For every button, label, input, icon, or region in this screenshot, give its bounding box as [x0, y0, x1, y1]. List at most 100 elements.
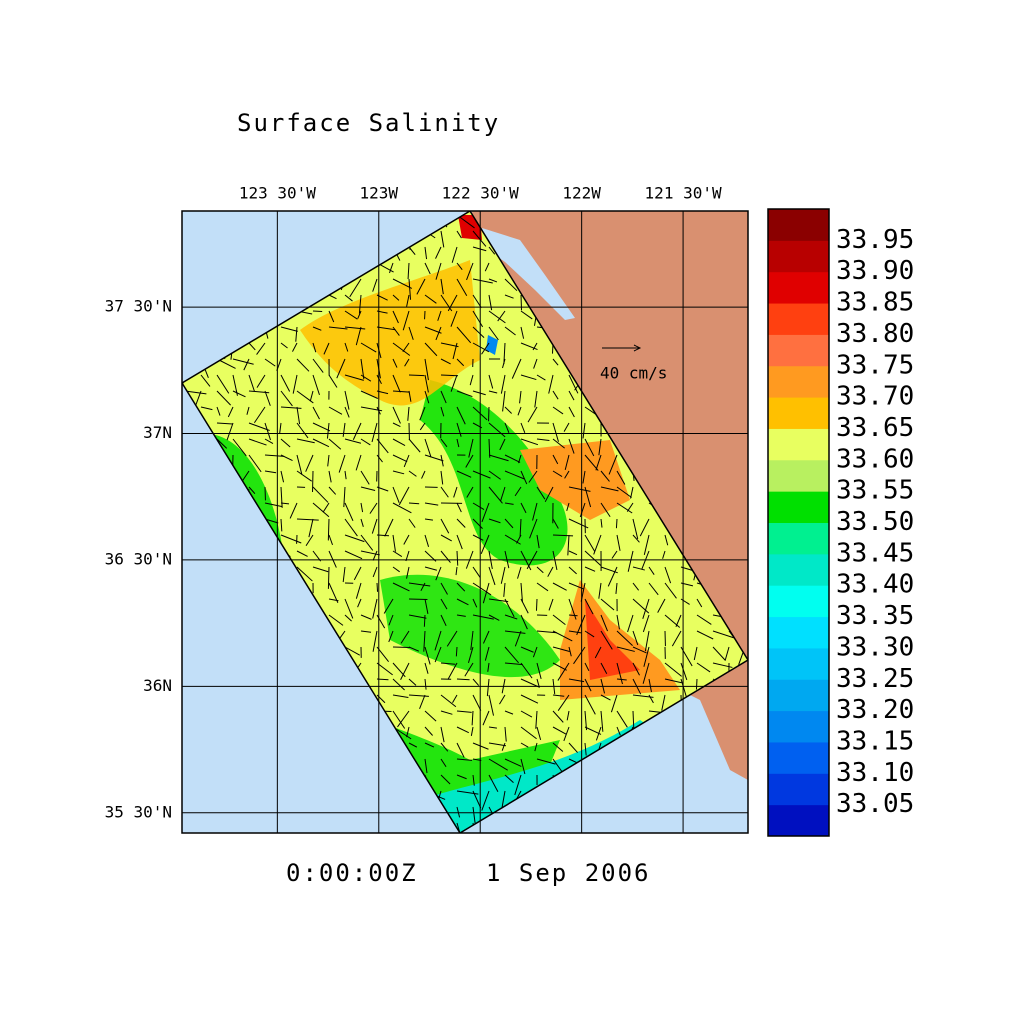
- vector: [447, 294, 458, 312]
- y-tick-label: 36 30'N: [105, 549, 172, 568]
- vector: [344, 406, 350, 418]
- vector: [372, 550, 378, 561]
- vector: [502, 358, 506, 369]
- vector: [392, 294, 400, 301]
- vector: [584, 454, 599, 471]
- vector: [472, 230, 487, 247]
- vector: [566, 502, 570, 512]
- vector: [600, 486, 619, 492]
- vector: [467, 646, 474, 663]
- vector: [595, 726, 602, 741]
- vector: [517, 406, 522, 416]
- vector: [312, 406, 320, 420]
- vector: [534, 390, 538, 408]
- vector: [424, 246, 428, 260]
- colorbar-label: 33.85: [836, 288, 914, 318]
- vector: [344, 390, 350, 410]
- vector: [408, 278, 412, 300]
- vector: [488, 566, 496, 586]
- vector: [226, 422, 234, 441]
- vector: [455, 566, 458, 576]
- vector: [349, 278, 362, 298]
- vector: [487, 662, 490, 672]
- vector: [664, 614, 681, 628]
- y-tick-label: 37 30'N: [105, 297, 172, 316]
- vector: [440, 406, 445, 417]
- vector: [296, 406, 301, 425]
- vector: [657, 598, 666, 613]
- vector: [376, 454, 383, 463]
- vector: [456, 358, 465, 367]
- vector: [536, 630, 557, 634]
- vector: [607, 566, 618, 587]
- vector: [514, 774, 522, 796]
- vector: [289, 502, 298, 519]
- vector: [456, 470, 472, 478]
- vector: [520, 294, 523, 311]
- vector: [408, 502, 420, 505]
- vector: [440, 550, 451, 563]
- vector: [328, 294, 337, 300]
- vector: [360, 374, 372, 382]
- vector: [372, 598, 378, 619]
- vector: [446, 630, 458, 647]
- vector: [563, 422, 570, 432]
- vector: [501, 790, 506, 809]
- vector: [296, 422, 309, 439]
- vector: [440, 710, 453, 715]
- vector: [246, 406, 250, 415]
- vector: [504, 518, 514, 529]
- vector: [456, 326, 472, 344]
- vector: [584, 710, 588, 731]
- vector: [482, 710, 490, 726]
- colorbar-swatch: [768, 710, 829, 743]
- colorbar-swatch: [768, 303, 829, 335]
- vector: [243, 358, 250, 371]
- vector: [511, 358, 522, 379]
- vector: [552, 422, 559, 442]
- vector: [440, 454, 444, 467]
- vector: [632, 646, 647, 654]
- colorbar-swatch: [768, 679, 829, 712]
- colorbar-swatch: [768, 553, 829, 586]
- vector: [584, 566, 596, 572]
- vector: [533, 358, 538, 369]
- colorbar-label: 33.30: [836, 632, 914, 662]
- vector: [424, 454, 444, 462]
- x-tick-label: 121 30'W: [645, 184, 722, 203]
- vector: [312, 422, 331, 432]
- vector: [472, 742, 489, 750]
- vector: [456, 438, 460, 448]
- vector: [440, 582, 448, 595]
- vector: [264, 358, 276, 367]
- vector: [501, 742, 506, 751]
- vector: [504, 726, 507, 742]
- vector: [504, 422, 510, 433]
- vector: [392, 326, 400, 336]
- vector: [344, 342, 349, 352]
- vector: [616, 678, 627, 681]
- vector: [488, 438, 491, 458]
- vector: [305, 534, 314, 547]
- vector: [456, 758, 473, 761]
- vector: [502, 390, 506, 412]
- vector: [552, 646, 570, 653]
- vector: [608, 454, 618, 475]
- vector: [664, 566, 672, 584]
- vector: [472, 566, 481, 578]
- vector: [486, 678, 490, 697]
- vector: [564, 454, 570, 470]
- vector: [632, 710, 635, 731]
- vector: [584, 678, 592, 692]
- vector: [648, 566, 655, 575]
- vector: [615, 582, 618, 595]
- vector: [312, 502, 330, 518]
- vector: [504, 294, 514, 299]
- vector: [327, 454, 330, 467]
- vector: [184, 390, 207, 395]
- vector: [552, 518, 559, 529]
- vector: [328, 614, 344, 626]
- vector: [447, 662, 458, 680]
- vector: [456, 502, 462, 513]
- vector: [499, 438, 506, 451]
